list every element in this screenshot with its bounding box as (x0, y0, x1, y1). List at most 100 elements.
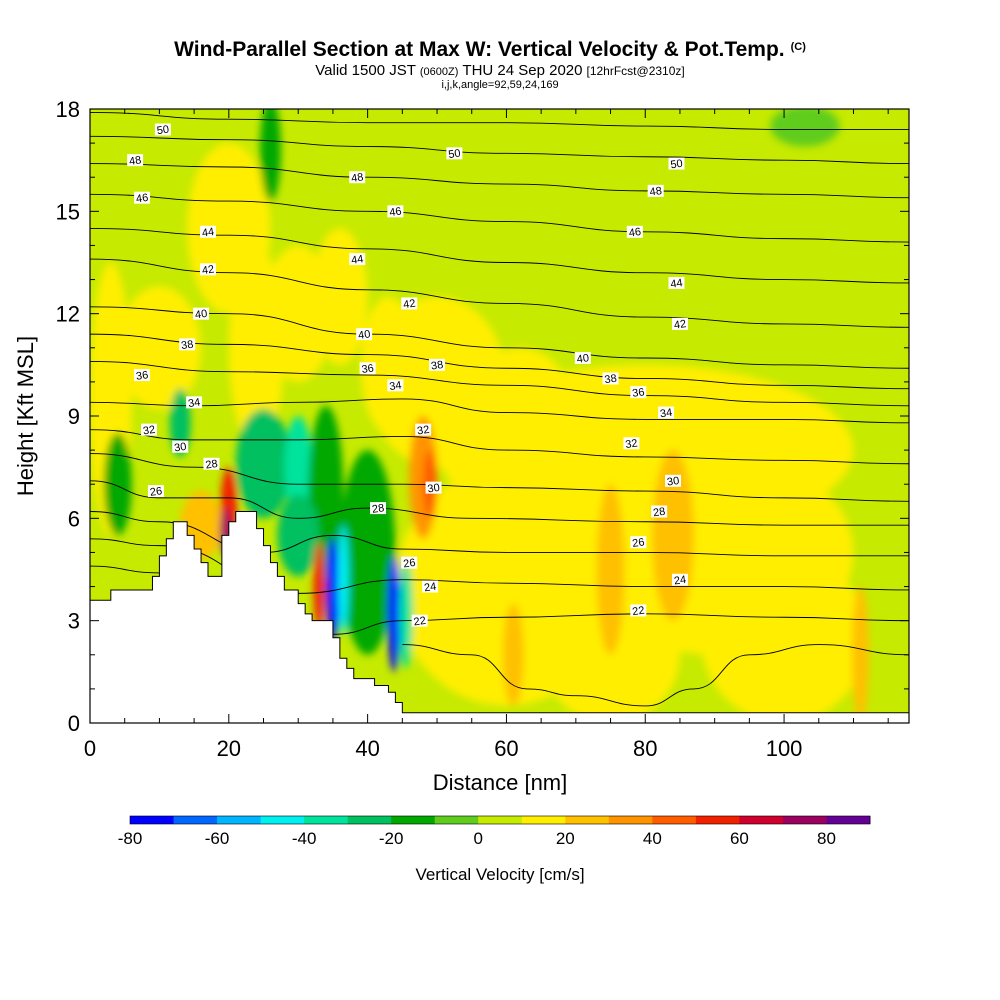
contour-label-bg (370, 502, 387, 515)
contour-label-bg (140, 423, 157, 436)
theta-contour-50 (90, 135, 909, 165)
theta-contour-46 (90, 193, 909, 243)
y-tick-label: 9 (68, 404, 80, 429)
contour-label: 32 (142, 424, 156, 438)
contour-label: 24 (423, 581, 437, 595)
contour-label-bg (154, 123, 171, 136)
contour-label: 48 (350, 171, 364, 185)
contour-label: 36 (361, 362, 375, 376)
x-axis-label: Distance [nm] (433, 770, 568, 795)
contour-label: 42 (201, 264, 215, 278)
contour-label-bg (647, 184, 664, 197)
y-tick-label: 6 (68, 506, 80, 531)
colorbar-swatch (521, 816, 566, 824)
colorbar-tick-label: -40 (292, 829, 317, 848)
contour-label: 28 (371, 502, 385, 516)
contour-label-bg (387, 205, 404, 218)
contour-label-bg (626, 225, 643, 238)
contour-label-bg (658, 406, 675, 419)
colorbar-tick-label: 0 (474, 829, 483, 848)
colorbar-swatch (217, 816, 262, 824)
contour-label: 44 (201, 226, 215, 240)
colorbar-swatch (347, 816, 392, 824)
theta-contour-24 (90, 538, 909, 594)
contour-label-bg (668, 276, 685, 289)
contour-label: 40 (576, 352, 590, 366)
x-tick-label: 0 (84, 736, 96, 761)
colorbar-tick-label: 20 (556, 829, 575, 848)
x-tick-label: 40 (355, 736, 379, 761)
x-tick-label: 60 (494, 736, 518, 761)
plot-area: 50 50 50 48 48 48 46 46 46 44 44 44 42 42 42 40 40 40 38 38… (90, 109, 909, 723)
contour-label: 50 (670, 158, 684, 172)
colorbar-label: Vertical Velocity [cm/s] (415, 865, 584, 884)
contour-label-bg (651, 505, 668, 518)
contour-label-bg (179, 338, 196, 351)
contour-label: 28 (205, 458, 219, 472)
chart-subtitle-z: (0600Z) (420, 66, 459, 78)
chart-subtitle-indices: i,j,k,angle=92,59,24,169 (441, 79, 558, 91)
theta-contour-40 (90, 306, 909, 369)
theta-contour-48 (90, 163, 909, 199)
theta-contour-28 (90, 480, 909, 526)
contour-label: 30 (427, 482, 441, 496)
colorbar-swatch (391, 816, 436, 824)
colorbar-swatch (304, 816, 349, 824)
contour-label: 38 (180, 339, 194, 353)
velocity-cell (337, 525, 349, 635)
contour-label-bg (429, 358, 446, 371)
velocity-cell (260, 109, 281, 202)
contour-label-bg (630, 386, 647, 399)
contour-label-bg (199, 225, 216, 238)
velocity-cell (325, 538, 340, 642)
x-tick-label: 80 (633, 736, 657, 761)
theta-contour-38 (90, 333, 909, 390)
contour-label: 48 (128, 154, 142, 168)
y-tick-label: 0 (68, 711, 80, 736)
chart-subtitle: Valid 1500 JST (0600Z) THU 24 Sep 2020 [12h… (315, 62, 684, 79)
y-tick-label: 18 (56, 97, 80, 122)
contour-label-bg (446, 147, 463, 160)
contour-label: 42 (403, 298, 417, 312)
contour-label: 40 (194, 308, 208, 322)
velocity-cell (277, 494, 320, 577)
colorbar-tick-label: -80 (118, 829, 143, 848)
contour-label-bg (387, 379, 404, 392)
contour-label-bg (415, 423, 432, 436)
contour-label: 24 (673, 574, 687, 588)
contour-label: 38 (430, 359, 444, 373)
velocity-cell (235, 409, 292, 519)
contour-label: 32 (416, 424, 430, 438)
contour-label-bg (134, 369, 151, 382)
contour-label-bg (127, 154, 144, 167)
theta-contour-50 (90, 111, 909, 130)
theta-contour-42 (90, 258, 909, 328)
colorbar-swatch (130, 816, 175, 824)
contour-label: 22 (632, 605, 646, 619)
contour-label-bg (401, 556, 418, 569)
contour-label-bg (193, 307, 210, 320)
velocity-cell (103, 433, 132, 536)
contour-label: 44 (670, 277, 684, 291)
contour-label: 48 (649, 185, 663, 199)
velocity-cell (700, 552, 868, 723)
contour-label-bg (630, 536, 647, 549)
contour-label: 50 (448, 148, 462, 162)
contour-label-bg (147, 485, 164, 498)
theta-contour-44 (90, 227, 909, 284)
colorbar-tick-label: 60 (730, 829, 749, 848)
colorbar-swatch (739, 816, 784, 824)
y-tick-label: 3 (68, 609, 80, 634)
contour-label-bg (172, 440, 189, 453)
velocity-cell (313, 542, 325, 631)
contour-label-bg (186, 396, 203, 409)
velocity-cell (387, 555, 401, 672)
chart-subtitle-fcst: [12hrFcst@2310z] (587, 64, 685, 78)
contour-label-bg (574, 352, 591, 365)
theta-contour-36 (90, 360, 909, 407)
contour-label: 28 (652, 506, 666, 520)
colorbar-swatch (782, 816, 827, 824)
velocity-cell (541, 586, 680, 723)
y-tick-label: 12 (56, 302, 80, 327)
